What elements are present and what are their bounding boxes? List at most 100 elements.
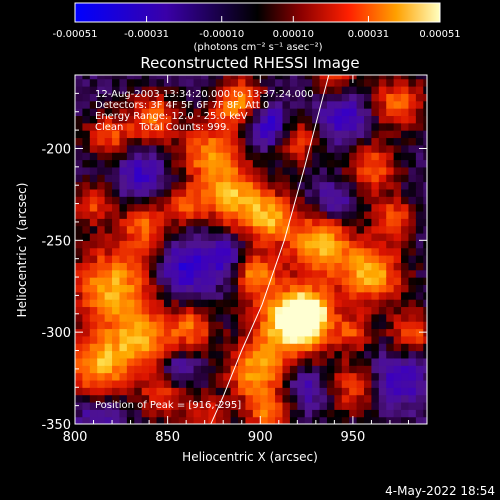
heatmap-cell <box>97 262 106 271</box>
heatmap-cell <box>349 291 358 300</box>
heatmap-cell <box>245 152 254 161</box>
heatmap-cell <box>223 122 232 131</box>
heatmap-cell <box>156 277 165 285</box>
heatmap-cell <box>178 196 187 205</box>
heatmap-cell <box>89 108 98 117</box>
heatmap-cell <box>312 75 321 80</box>
heatmap-cell <box>260 152 269 161</box>
heatmap-cell <box>297 387 306 396</box>
heatmap-cell <box>104 203 113 212</box>
heatmap-cell <box>238 108 247 117</box>
heatmap-cell <box>304 321 313 330</box>
heatmap-cell <box>334 269 343 278</box>
heatmap-cell <box>282 188 291 197</box>
heatmap-cell <box>112 247 121 256</box>
heatmap-cell <box>326 416 335 424</box>
heatmap-cell <box>126 394 135 403</box>
heatmap-cell <box>104 343 113 352</box>
heatmap-cell <box>378 232 387 241</box>
heatmap-cell <box>267 365 276 374</box>
heatmap-cell <box>186 357 195 366</box>
heatmap-cell <box>134 203 143 212</box>
heatmap-cell <box>252 144 261 153</box>
heatmap-cell <box>230 401 239 410</box>
heatmap-cell <box>267 335 276 344</box>
heatmap-cell <box>141 144 150 153</box>
heatmap-cell <box>75 372 84 381</box>
heatmap-cell <box>275 144 284 153</box>
heatmap-cell <box>356 115 365 124</box>
heatmap-cell <box>178 365 187 374</box>
heatmap-cell <box>149 196 158 205</box>
heatmap-cell <box>334 174 343 183</box>
heatmap-cell <box>393 240 402 249</box>
heatmap-cell <box>82 247 91 256</box>
heatmap-cell <box>75 306 84 315</box>
heatmap-cell <box>408 225 417 234</box>
heatmap-cell <box>356 174 365 183</box>
heatmap-cell <box>156 166 165 175</box>
heatmap-cell <box>126 93 135 102</box>
heatmap-cell <box>408 372 417 381</box>
heatmap-cell <box>141 188 150 197</box>
heatmap-cell <box>156 108 165 117</box>
heatmap-cell <box>364 401 373 410</box>
heatmap-cell <box>119 350 128 359</box>
heatmap-cell <box>200 350 209 359</box>
heatmap-cell <box>334 152 343 161</box>
heatmap-cell <box>186 291 195 300</box>
heatmap-cell <box>245 144 254 153</box>
heatmap-cell <box>208 299 217 308</box>
heatmap-cell <box>238 357 247 366</box>
heatmap-cell <box>163 343 172 352</box>
heatmap-cell <box>371 181 380 190</box>
heatmap-cell <box>312 328 321 337</box>
heatmap-cell <box>319 401 328 410</box>
heatmap-cell <box>215 335 224 344</box>
heatmap-cell <box>423 152 427 161</box>
heatmap-cell <box>149 137 158 146</box>
heatmap-cell <box>326 196 335 205</box>
heatmap-cell <box>75 299 84 308</box>
colorbar-tick-label: -0.00051 <box>53 29 98 40</box>
heatmap-cell <box>349 203 358 212</box>
heatmap-cell <box>371 188 380 197</box>
heatmap-cell <box>126 343 135 352</box>
heatmap-cell <box>297 108 306 117</box>
heatmap-cell <box>423 291 427 300</box>
heatmap-cell <box>238 210 247 219</box>
heatmap-cell <box>171 291 180 300</box>
heatmap-cell <box>326 122 335 131</box>
heatmap-cell <box>260 328 269 337</box>
heatmap-cell <box>415 225 424 234</box>
heatmap-cell <box>297 86 306 94</box>
heatmap-cell <box>304 210 313 219</box>
heatmap-cell <box>193 277 202 285</box>
heatmap-cell <box>289 313 298 322</box>
heatmap-cell <box>349 144 358 153</box>
heatmap-cell <box>289 108 298 117</box>
heatmap-cell <box>393 416 402 424</box>
heatmap-cell <box>275 343 284 352</box>
heatmap-cell <box>289 247 298 256</box>
heatmap-cell <box>178 159 187 168</box>
heatmap-cell <box>75 343 84 352</box>
heatmap-cell <box>282 394 291 403</box>
heatmap-cell <box>193 262 202 271</box>
heatmap-cell <box>126 409 135 418</box>
heatmap-cell <box>252 130 261 139</box>
heatmap-cell <box>252 232 261 241</box>
heatmap-cell <box>349 328 358 337</box>
heatmap-cell <box>186 100 195 109</box>
heatmap-cell <box>171 343 180 352</box>
heatmap-cell <box>275 387 284 396</box>
heatmap-cell <box>75 93 84 102</box>
heatmap-cell <box>349 115 358 124</box>
heatmap-cell <box>238 335 247 344</box>
heatmap-cell <box>97 108 106 117</box>
heatmap-cell <box>364 188 373 197</box>
heatmap-cell <box>423 401 427 410</box>
heatmap-cell <box>415 299 424 308</box>
heatmap-cell <box>75 357 84 366</box>
heatmap-cell <box>401 350 410 359</box>
